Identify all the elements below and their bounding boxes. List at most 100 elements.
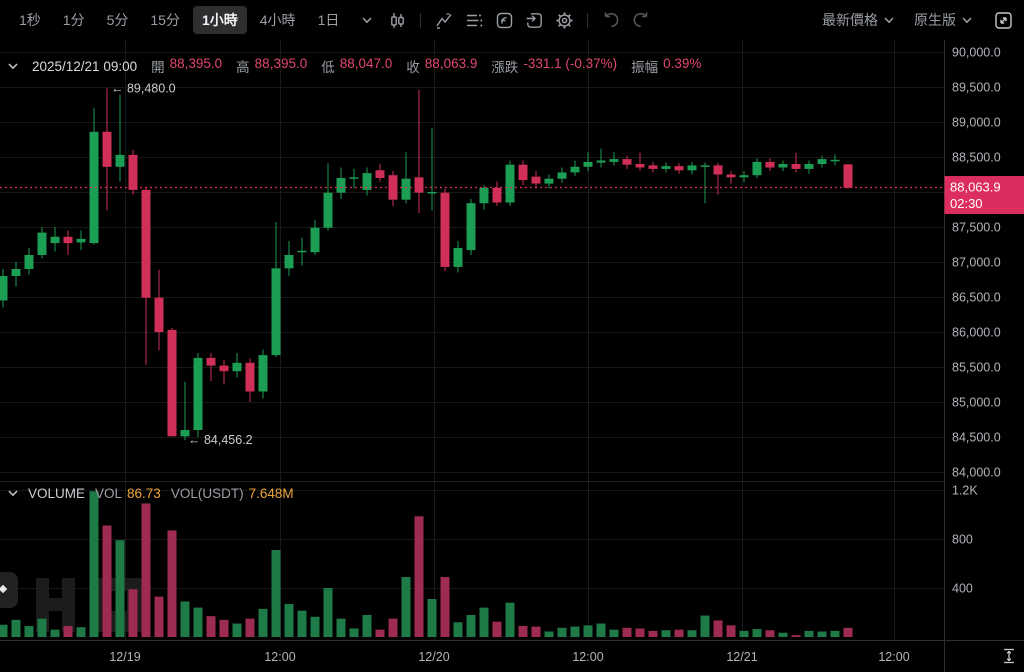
volume-bar <box>739 630 749 637</box>
interval-button-1日[interactable]: 1日 <box>317 12 340 28</box>
candle <box>687 165 697 171</box>
svg-text:800: 800 <box>952 533 973 547</box>
toolbar-divider <box>420 12 422 28</box>
svg-text:89,000.0: 89,000.0 <box>952 116 1001 130</box>
chart-toolbar: 1秒 1分 5分 15分 1小時 4小時 1日 <box>0 0 1024 40</box>
candle <box>700 165 710 167</box>
svg-text:88,063.9: 88,063.9 <box>950 180 1001 195</box>
volume-bar <box>765 630 775 637</box>
price-mode-dropdown[interactable]: 最新價格 <box>822 10 894 30</box>
candle <box>739 175 749 178</box>
volume-bar <box>310 616 320 637</box>
candle-datetime: 2025/12/21 09:00 <box>32 58 138 74</box>
interval-button-1分[interactable]: 1分 <box>62 12 85 28</box>
interval-button-5分[interactable]: 5分 <box>106 12 129 28</box>
interval-button-4小時[interactable]: 4小時 <box>259 12 296 28</box>
axis-autofit-icon[interactable] <box>1001 648 1017 669</box>
candle <box>11 269 21 276</box>
svg-text:85,500.0: 85,500.0 <box>952 361 1001 375</box>
collapse-chevron-icon[interactable] <box>8 62 18 70</box>
ohlc-field: 振幅 0.39% <box>631 56 702 75</box>
interval-button-1秒[interactable]: 1秒 <box>19 12 41 28</box>
candle <box>154 297 164 332</box>
volume-bar <box>531 626 541 637</box>
vol-usdt-value: 7.648M <box>248 486 294 501</box>
volume-title: VOLUME <box>28 486 86 501</box>
volume-bar <box>752 629 762 637</box>
candle <box>362 173 372 190</box>
collapse-chevron-icon[interactable] <box>8 490 18 497</box>
candle <box>427 192 437 194</box>
candle <box>466 203 476 251</box>
volume-bar <box>427 599 437 637</box>
toolbar-divider <box>587 12 589 28</box>
candle <box>583 161 593 167</box>
candle <box>76 238 86 243</box>
candle <box>323 192 333 228</box>
candle <box>89 131 99 244</box>
svg-text:12:00: 12:00 <box>572 650 603 664</box>
candle <box>531 176 541 184</box>
candle <box>115 154 125 167</box>
interval-more-chevron-icon[interactable] <box>356 9 378 31</box>
volume-bar <box>674 629 684 637</box>
volume-bar <box>401 576 411 637</box>
volume-bar <box>778 632 788 637</box>
settings-gear-icon[interactable] <box>553 9 575 31</box>
interval-button-15分[interactable]: 15分 <box>150 12 180 28</box>
version-dropdown[interactable]: 原生版 <box>914 10 972 30</box>
volume-bar <box>50 629 60 637</box>
indicators-icon[interactable] <box>433 9 455 31</box>
volume-bar <box>11 619 21 637</box>
vol-field: VOL 86.73 <box>95 486 161 501</box>
vol-usdt-label: VOL(USDT) <box>170 486 244 501</box>
volume-bar <box>609 629 619 637</box>
svg-text:12:00: 12:00 <box>264 650 295 664</box>
candle <box>648 165 658 169</box>
ohlc-info-bar: 2025/12/21 09:00 開 88,395.0 高 88,395.0 低 88,0… <box>8 56 701 76</box>
candle <box>440 192 450 267</box>
volume-bar <box>596 623 606 637</box>
svg-text:87,500.0: 87,500.0 <box>952 221 1001 235</box>
volume-bar <box>817 631 827 637</box>
volume-bar <box>193 607 203 637</box>
ohlc-field: 收 88,063.9 <box>406 56 478 75</box>
svg-text:← 84,456.2: ← 84,456.2 <box>188 433 253 447</box>
volume-bar <box>297 610 307 637</box>
volume-bar <box>37 618 47 637</box>
volume-bar <box>167 530 177 637</box>
candle <box>752 161 762 176</box>
volume-bar <box>622 627 632 637</box>
time-axis[interactable]: 12/19 12:00 12/20 12:00 12/21 12:00 <box>109 650 909 664</box>
candle <box>102 131 112 167</box>
fullscreen-icon[interactable] <box>992 9 1014 31</box>
volume-bar <box>258 608 268 637</box>
chart-type-candles-icon[interactable] <box>386 9 408 31</box>
svg-text:84,500.0: 84,500.0 <box>952 431 1001 445</box>
candle <box>310 227 320 253</box>
volume-bar <box>440 576 450 637</box>
candle <box>596 160 606 163</box>
candle <box>843 164 853 188</box>
candle <box>167 329 177 437</box>
svg-text:84,000.0: 84,000.0 <box>952 466 1001 480</box>
interval-button-1小時[interactable]: 1小時 <box>192 6 247 34</box>
ohlc-field: 漲跌 -331.1 (-0.37%) <box>491 56 618 75</box>
price-axis[interactable]: 90,000.0 89,500.0 89,000.0 88,500.0 87,500.0… <box>952 46 1001 596</box>
compare-icon[interactable] <box>523 9 545 31</box>
formula-icon[interactable] <box>493 9 515 31</box>
candle <box>206 357 216 366</box>
redo-icon[interactable] <box>630 9 652 31</box>
volume-bar <box>388 618 398 637</box>
candlestick-chart[interactable]: 90,000.0 89,500.0 89,000.0 88,500.0 87,500.0… <box>0 40 1024 672</box>
volume-bar <box>492 621 502 637</box>
candle <box>284 255 294 269</box>
candle <box>635 164 645 168</box>
candle <box>0 276 8 301</box>
undo-icon[interactable] <box>600 9 622 31</box>
svg-text:12/19: 12/19 <box>109 650 140 664</box>
version-label: 原生版 <box>914 12 956 28</box>
volume-bar <box>102 525 112 637</box>
orderbook-levels-icon[interactable] <box>463 9 485 31</box>
